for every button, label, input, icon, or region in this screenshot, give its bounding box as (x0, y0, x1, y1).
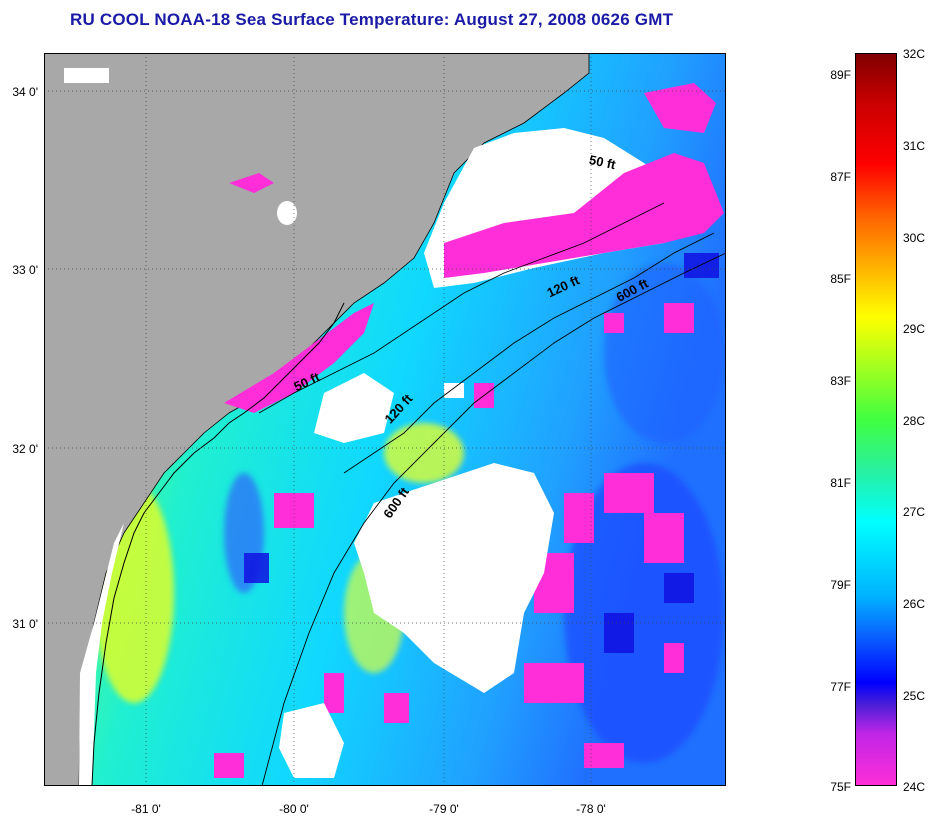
colorbar-c-28: 28C (903, 414, 926, 428)
temperature-colorbar (855, 53, 897, 786)
colorbar-f-81: 81F (830, 476, 851, 490)
isobath-600ft (261, 252, 726, 786)
colorbar-c-30: 30C (903, 231, 926, 245)
colorbar-f-83: 83F (830, 374, 851, 388)
map-title: RU COOL NOAA-18 Sea Surface Temperature:… (70, 10, 674, 29)
lat-label-34: 34 0' (12, 85, 38, 99)
sst-map-canvas: 50 ft 50 ft 120 ft 120 ft 600 ft 600 ft (44, 53, 726, 786)
colorbar-f-89: 89F (830, 68, 851, 82)
isobath-label-50ft-north: 50 ft (588, 152, 618, 172)
colorbar-c-26: 26C (903, 597, 926, 611)
cloud-masses (64, 68, 554, 778)
map-frame (44, 53, 726, 786)
colorbar-f-75: 75F (830, 780, 851, 794)
coastline (91, 302, 345, 786)
lon-label-78: -78 0' (576, 802, 606, 816)
isobath-120ft (343, 232, 715, 474)
cold-patches (214, 83, 724, 778)
isobath-50ft (258, 202, 665, 414)
colorbar-c-31: 31C (903, 139, 926, 153)
lon-label-81: -81 0' (131, 802, 161, 816)
lat-label-31: 31 0' (12, 617, 38, 631)
cloud-shore (79, 523, 124, 786)
lat-label-32: 32 0' (12, 442, 38, 456)
colorbar-f-85: 85F (830, 272, 851, 286)
colorbar-c-25: 25C (903, 689, 926, 703)
lon-label-79: -79 0' (429, 802, 459, 816)
colorbar-c-27: 27C (903, 505, 926, 519)
grid-lines (44, 53, 726, 786)
lat-label-33: 33 0' (12, 263, 38, 277)
sst-map: 50 ft 50 ft 120 ft 120 ft 600 ft 600 ft (44, 53, 726, 786)
colorbar-f-87: 87F (830, 170, 851, 184)
lon-label-80: -80 0' (279, 802, 309, 816)
colorbar-f-79: 79F (830, 578, 851, 592)
colorbar-c-24: 24C (903, 780, 926, 794)
colorbar-c-29: 29C (903, 322, 926, 336)
colorbar-f-77: 77F (830, 680, 851, 694)
colorbar-c-32: 32C (903, 47, 926, 61)
